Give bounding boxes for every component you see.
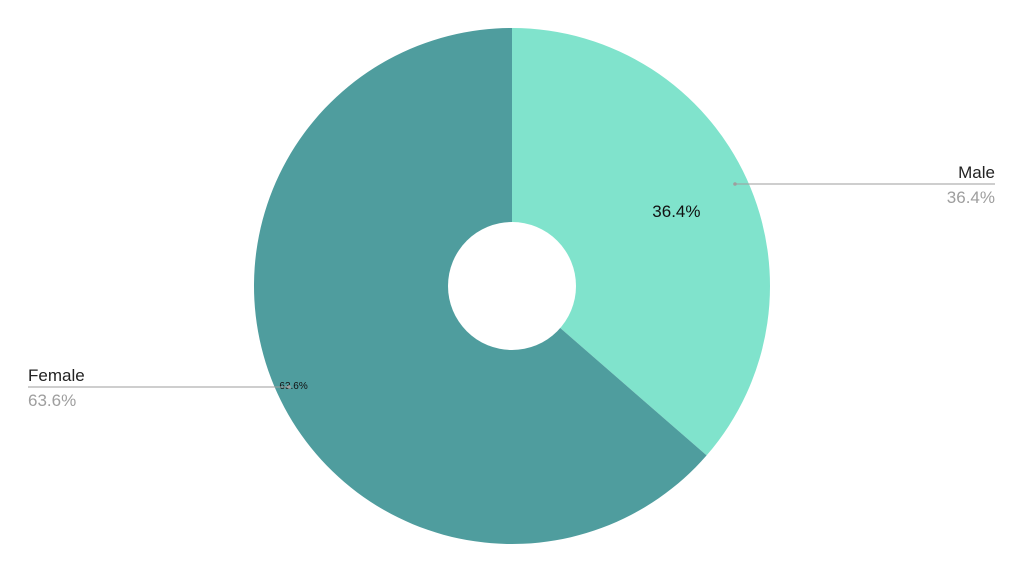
inner-labels-layer: 36.4% 63.6% (279, 202, 700, 392)
slice-label-female: 63.6% (279, 381, 307, 392)
slice-label-male: 36.4% (652, 202, 700, 221)
legend-female-name: Female (28, 366, 85, 385)
legend-female-percent: 63.6% (28, 391, 76, 410)
slice-male (512, 28, 771, 456)
leader-dot-male (733, 182, 737, 186)
callout-male: Male 36.4% (733, 163, 995, 207)
callout-female: Female 63.6% (28, 366, 291, 410)
leader-dot-female (287, 385, 291, 389)
legend-male-percent: 36.4% (947, 188, 995, 207)
donut-hole (448, 222, 576, 350)
legend-male-name: Male (958, 163, 995, 182)
